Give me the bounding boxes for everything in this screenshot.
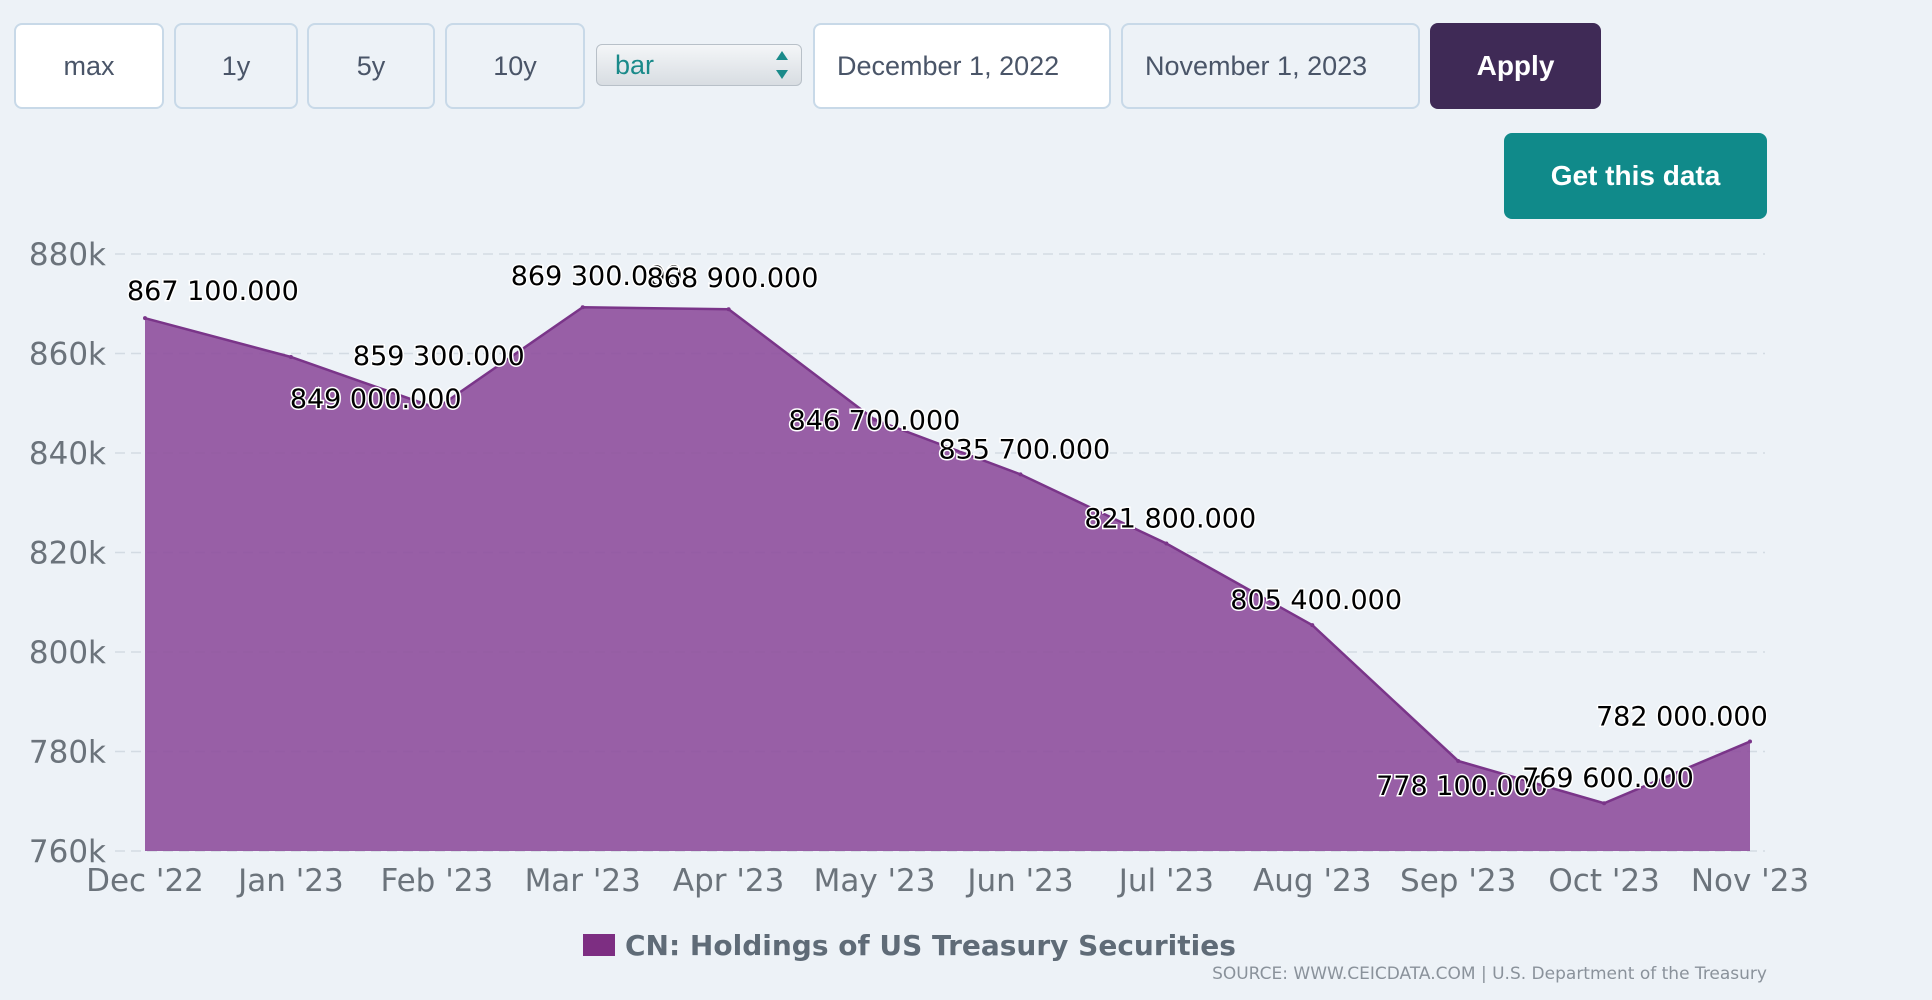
start-date-input[interactable] [813,23,1111,109]
data-label: 769 600.000 [1522,763,1694,794]
source-note: SOURCE: WWW.CEICDATA.COM | U.S. Departme… [1212,964,1767,984]
data-point[interactable] [1602,801,1607,806]
end-date-input[interactable] [1121,23,1420,109]
x-axis: Dec '22 Jan '23 Feb '23 Mar '23 Apr '23 May '… [86,863,1809,899]
y-tick-label: 780k [29,735,106,771]
chart-type-select[interactable]: bar [596,44,802,86]
apply-button[interactable]: Apply [1430,23,1601,109]
data-point[interactable] [1018,472,1023,477]
y-tick-label: 760k [29,834,106,870]
data-label: 835 700.000 [938,434,1110,465]
data-point[interactable] [143,316,147,321]
chart-series-layer [143,305,1752,851]
select-arrows-icon [775,51,789,79]
y-axis: 760k 780k 800k 820k 840k 860k 880k [29,237,106,870]
data-point[interactable] [288,354,293,359]
legend-label: CN: Holdings of US Treasury Securities [625,928,1236,962]
chart-legend[interactable]: CN: Holdings of US Treasury Securities [583,928,1236,962]
range-1y-button[interactable]: 1y [174,23,298,109]
toolbar: max 1y 5y 10y bar Apply [0,0,1932,120]
data-label: 821 800.000 [1084,504,1256,535]
x-tick-label: Mar '23 [525,863,641,899]
data-point[interactable] [434,406,439,411]
series-line [144,305,1751,805]
x-tick-label: Jan '23 [236,863,344,899]
data-point[interactable] [1748,739,1752,744]
x-tick-label: Apr '23 [673,863,784,899]
data-label: 782 000.000 [1596,702,1768,733]
range-5y-button[interactable]: 5y [307,23,435,109]
range-10y-button[interactable]: 10y [445,23,585,109]
series-area [145,307,1750,851]
data-label: 868 900.000 [647,263,819,294]
range-max-button[interactable]: max [14,23,164,109]
data-point[interactable] [580,305,585,310]
data-point[interactable] [1456,758,1461,763]
x-tick-label: Jul '23 [1117,863,1214,899]
y-tick-label: 840k [29,436,106,472]
y-tick-label: 820k [29,536,106,572]
x-tick-label: Feb '23 [380,863,493,899]
data-label: 805 400.000 [1230,585,1402,616]
legend-swatch [583,934,615,956]
get-this-data-button[interactable]: Get this data [1504,133,1767,219]
x-tick-label: May '23 [814,863,936,899]
data-label: 849 000.000 [290,384,462,415]
y-tick-label: 880k [29,237,106,273]
data-labels: 867 100.000 859 300.000 849 000.000 869 300… [126,260,1770,804]
x-tick-label: Oct '23 [1548,863,1659,899]
data-label: 867 100.000 [127,276,299,307]
data-point[interactable] [1310,623,1315,628]
data-label: 869 300.000 [511,261,683,292]
y-tick-label: 800k [29,635,106,671]
data-point[interactable] [726,307,731,312]
data-label: 846 700.000 [789,406,961,437]
x-tick-label: Nov '23 [1691,863,1809,899]
x-tick-label: Sep '23 [1400,863,1516,899]
x-tick-label: Aug '23 [1253,863,1371,899]
data-point[interactable] [872,417,877,422]
x-tick-label: Jun '23 [965,863,1073,899]
x-tick-label: Dec '22 [86,863,204,899]
data-point[interactable] [1164,541,1169,546]
data-label: 859 300.000 [353,341,525,372]
data-label: 778 100.000 [1376,771,1548,802]
chart-type-select-value: bar [615,49,655,80]
y-tick-label: 860k [29,337,106,373]
